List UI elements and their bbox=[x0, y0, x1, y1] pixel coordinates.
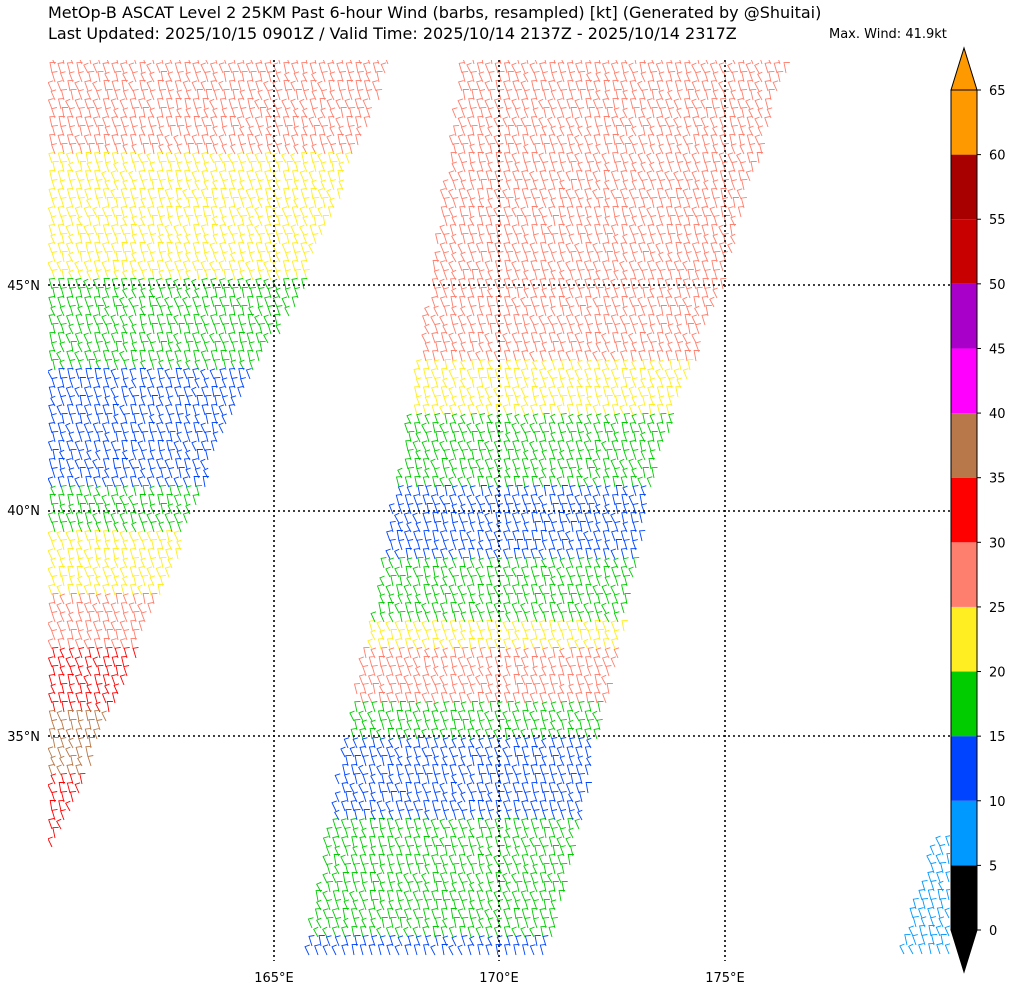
map-subtitle-valid-time: Last Updated: 2025/10/15 0901Z / Valid T… bbox=[48, 24, 737, 43]
colorbar-tick-label-65: 65 bbox=[989, 84, 1006, 99]
colorbar-tick-label-45: 45 bbox=[989, 342, 1006, 357]
lat-label-40: 40°N bbox=[7, 504, 40, 519]
max-wind-label: Max. Wind: 41.9kt bbox=[829, 27, 947, 42]
swath-2 bbox=[304, 60, 790, 956]
wind-barb-group bbox=[48, 367, 252, 488]
colorbar-tick-label-40: 40 bbox=[989, 407, 1006, 422]
colorbar-tick-label-50: 50 bbox=[989, 278, 1006, 293]
axis-labels: 45°N 40°N 35°N 165°E 170°E 175°E bbox=[7, 279, 745, 986]
colorbar-bin-20-25 bbox=[951, 606, 977, 672]
map-title: MetOp-B ASCAT Level 2 25KM Past 6-hour W… bbox=[48, 3, 822, 22]
wind-barb-group bbox=[367, 358, 694, 650]
wind-barbs-layer bbox=[48, 60, 950, 956]
colorbar-bin-55-60 bbox=[951, 154, 977, 220]
colorbar-tick-label-10: 10 bbox=[989, 795, 1006, 810]
colorbar-bin-10-15 bbox=[951, 736, 977, 801]
wind-barb-group bbox=[307, 412, 675, 938]
colorbar-tick-label-60: 60 bbox=[989, 149, 1006, 164]
lat-label-45: 45°N bbox=[7, 279, 40, 294]
colorbar-tick-label-55: 55 bbox=[989, 213, 1006, 228]
colorbar-tick-label-5: 5 bbox=[989, 859, 997, 874]
colorbar-bin-15-20 bbox=[951, 671, 977, 737]
colorbar-under-arrow bbox=[950, 929, 978, 974]
wind-barb-group bbox=[899, 835, 950, 955]
colorbar-bin-25-30 bbox=[951, 542, 977, 607]
colorbar-tick-label-35: 35 bbox=[989, 472, 1006, 487]
wind-barb-group bbox=[48, 277, 308, 533]
wind-barb-group bbox=[48, 151, 351, 596]
colorbar-bin-30-35 bbox=[951, 477, 977, 543]
swath-3 bbox=[899, 835, 950, 955]
wind-barb-group bbox=[304, 484, 647, 956]
graticule bbox=[48, 60, 950, 961]
colorbar-bin-60-65 bbox=[951, 90, 977, 155]
lon-label-175: 175°E bbox=[705, 971, 745, 986]
swath-1 bbox=[48, 60, 389, 848]
wind-barb-group bbox=[48, 60, 389, 650]
lon-label-170: 170°E bbox=[479, 971, 519, 986]
colorbar-bin-35-40 bbox=[951, 413, 977, 478]
colorbar-tick-label-30: 30 bbox=[989, 536, 1006, 551]
colorbar-tick-label-20: 20 bbox=[989, 666, 1006, 681]
colorbar-tick-label-15: 15 bbox=[989, 730, 1006, 745]
lat-label-35: 35°N bbox=[7, 730, 40, 745]
wind-barb-group bbox=[48, 709, 107, 776]
colorbar: 0 5 10 15 20 25 30 35 40 45 50 55 60 65 bbox=[950, 46, 1006, 974]
colorbar-bin-40-45 bbox=[951, 348, 977, 414]
colorbar-tick-label-25: 25 bbox=[989, 601, 1006, 616]
colorbar-bin-50-55 bbox=[951, 219, 977, 284]
colorbar-bin-0-5 bbox=[951, 865, 977, 930]
colorbar-over-arrow bbox=[950, 46, 978, 91]
colorbar-bin-5-10 bbox=[951, 800, 977, 866]
colorbar-bin-45-50 bbox=[951, 283, 977, 349]
lon-label-165: 165°E bbox=[254, 971, 294, 986]
colorbar-tick-label-0: 0 bbox=[989, 924, 997, 939]
